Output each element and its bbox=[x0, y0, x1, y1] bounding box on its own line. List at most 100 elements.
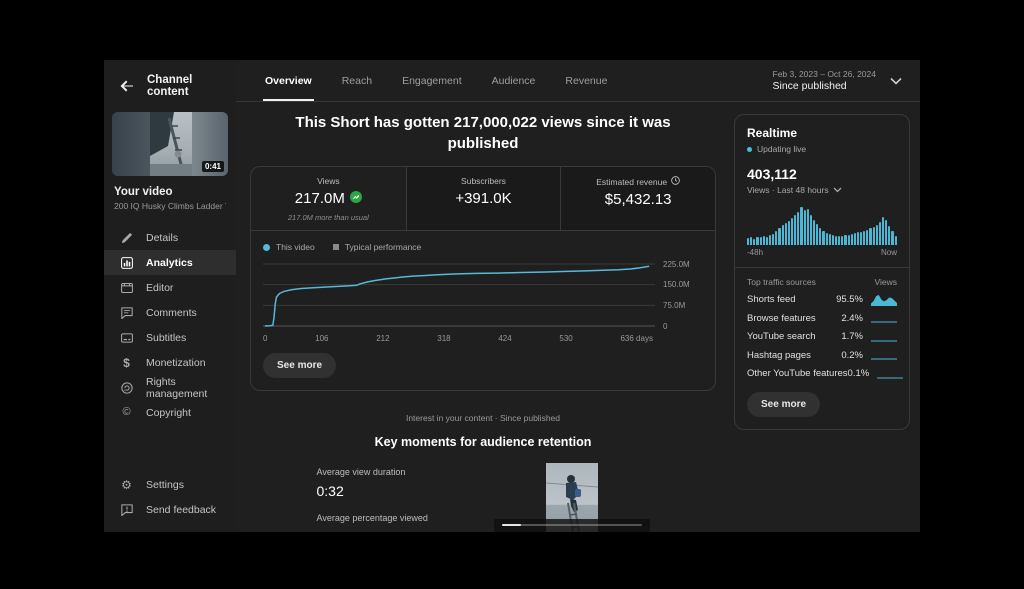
realtime-bar bbox=[819, 228, 822, 245]
retention-section: Average view duration 0:32 Average perce… bbox=[250, 463, 716, 532]
realtime-bar bbox=[812, 219, 816, 245]
traffic-row-browse-features[interactable]: Browse features 2.4% bbox=[747, 312, 897, 324]
see-more-button[interactable]: See more bbox=[263, 353, 337, 378]
video-thumbnail[interactable]: 0:41 bbox=[112, 112, 228, 176]
traffic-row-shorts-feed[interactable]: Shorts feed 95.5% bbox=[747, 294, 897, 306]
overview-column: This Short has gotten 217,000,022 views … bbox=[250, 102, 716, 532]
sidebar-item-comments[interactable]: Comments bbox=[104, 300, 236, 325]
sidebar-item-send-feedback[interactable]: Send feedback bbox=[104, 497, 236, 522]
realtime-bar bbox=[863, 230, 866, 245]
realtime-bar bbox=[885, 219, 888, 245]
date-range-selector[interactable]: Feb 3, 2023 – Oct 26, 2024 Since publish… bbox=[773, 60, 909, 101]
realtime-bar bbox=[762, 235, 765, 245]
axis-right-label: Now bbox=[880, 248, 897, 257]
subtitles-icon bbox=[120, 331, 133, 344]
traffic-row-youtube-search[interactable]: YouTube search 1.7% bbox=[747, 331, 897, 343]
realtime-bar bbox=[747, 238, 750, 245]
player-progress-bar[interactable] bbox=[501, 524, 642, 526]
sidebar-item-analytics[interactable]: Analytics bbox=[104, 250, 236, 275]
retention-stats: Average view duration 0:32 Average perce… bbox=[317, 463, 482, 532]
tab-reach[interactable]: Reach bbox=[341, 74, 373, 87]
traffic-sparkline bbox=[871, 331, 897, 343]
retention-title: Key moments for audience retention bbox=[374, 435, 592, 449]
x-axis-label: 424 bbox=[498, 334, 512, 343]
realtime-bar bbox=[831, 235, 834, 245]
realtime-range-selector[interactable]: Views · Last 48 hours bbox=[747, 185, 897, 195]
player-controls: 0:00 / 0:41 ⚙ bbox=[493, 519, 650, 532]
avg-view-duration-value: 0:32 bbox=[316, 483, 344, 499]
sidebar-item-rights-management[interactable]: Rights management bbox=[104, 375, 236, 400]
avg-percentage-value: 79.8% bbox=[317, 529, 482, 532]
chart-x-axis: 0 106 212 318 424 530 636 days bbox=[263, 334, 653, 343]
traffic-row-hashtag-pages[interactable]: Hashtag pages 0.2% bbox=[747, 349, 897, 361]
stat-subtext: 217.0M more than usual bbox=[287, 213, 369, 222]
traffic-table: Shorts feed 95.5% Browse features 2.4% YouTu… bbox=[747, 294, 904, 380]
x-axis-label: 636 days bbox=[620, 334, 653, 343]
copyright-icon: © bbox=[122, 406, 131, 418]
legend-label: This video bbox=[276, 242, 315, 252]
headline: This Short has gotten 217,000,022 views … bbox=[295, 114, 671, 152]
sidebar-item-settings[interactable]: ⚙ Settings bbox=[104, 472, 236, 497]
legend-this-video[interactable]: This video bbox=[263, 242, 315, 252]
realtime-bar bbox=[816, 224, 819, 245]
sidebar-item-monetization[interactable]: $ Monetization bbox=[104, 350, 236, 375]
realtime-card: Realtime Updating live 403,112 Views · L… bbox=[734, 114, 910, 430]
legend-label: Typical performance bbox=[344, 242, 422, 252]
tabs: Overview Reach Engagement Audience Revenue bbox=[250, 60, 622, 101]
realtime-bar bbox=[784, 222, 787, 245]
legend-typical-performance[interactable]: Typical performance bbox=[332, 242, 422, 252]
sidebar-menu: Details Analytics Editor Comments Subtitles $… bbox=[104, 225, 236, 425]
stat-card-views[interactable]: Views 217.0M 217.0M more than usual bbox=[251, 167, 406, 230]
trend-up-icon bbox=[349, 190, 362, 207]
y-axis-label: 225.0M bbox=[663, 259, 690, 269]
sidebar-item-subtitles[interactable]: Subtitles bbox=[104, 325, 236, 350]
youtube-studio-window: Channel content bbox=[104, 60, 920, 532]
realtime-axis: -48h Now bbox=[747, 248, 897, 257]
content-area: This Short has gotten 217,000,022 views … bbox=[236, 102, 920, 532]
realtime-bar bbox=[803, 210, 806, 245]
realtime-title: Realtime bbox=[747, 126, 798, 140]
realtime-bar bbox=[882, 216, 885, 245]
video-title: 200 IQ Husky Climbs Ladder To Boa... bbox=[114, 201, 226, 211]
realtime-bar bbox=[866, 229, 869, 245]
updating-live-label: Updating live bbox=[757, 144, 807, 154]
sidebar-item-label: Copyright bbox=[146, 406, 191, 419]
traffic-source-label: Browse features bbox=[747, 312, 816, 324]
video-player[interactable]: 0:00 / 0:41 ⚙ bbox=[493, 463, 650, 532]
axis-left-label: -48h bbox=[747, 248, 764, 257]
tab-engagement[interactable]: Engagement bbox=[402, 74, 462, 87]
views-header: Views bbox=[874, 277, 897, 287]
realtime-see-more-button[interactable]: See more bbox=[747, 391, 821, 417]
traffic-row-other-youtube-features[interactable]: Other YouTube features 0.1% bbox=[747, 368, 904, 380]
x-axis-label: 530 bbox=[559, 334, 573, 343]
realtime-bar bbox=[822, 230, 825, 245]
traffic-sources-header: Top traffic sources bbox=[747, 277, 816, 287]
stat-card-subscribers[interactable]: Subscribers +391.0K bbox=[405, 167, 561, 230]
traffic-source-label: Hashtag pages bbox=[747, 349, 811, 361]
chevron-down-icon bbox=[890, 72, 902, 90]
sidebar-item-copyright[interactable]: © Copyright bbox=[104, 400, 236, 425]
realtime-bar-chart bbox=[747, 207, 897, 245]
realtime-bar bbox=[834, 235, 838, 245]
traffic-source-value: 2.4% bbox=[841, 312, 863, 324]
sidebar-item-details[interactable]: Details bbox=[104, 225, 236, 250]
sidebar-item-editor[interactable]: Editor bbox=[104, 275, 236, 300]
realtime-bar bbox=[797, 212, 800, 245]
y-axis-label: 75.0M bbox=[663, 300, 686, 310]
back-arrow-icon[interactable] bbox=[119, 78, 135, 94]
views-chart-card: Views 217.0M 217.0M more than usual Subscri… bbox=[250, 166, 716, 391]
stat-card-estimated-revenue[interactable]: Estimated revenue $5,432.13 bbox=[560, 167, 715, 230]
tab-revenue[interactable]: Revenue bbox=[565, 74, 608, 87]
stat-label: Estimated revenue bbox=[565, 176, 711, 187]
sidebar: Channel content bbox=[104, 60, 236, 532]
realtime-bar bbox=[841, 235, 844, 245]
sidebar-item-label: Rights management bbox=[146, 375, 208, 400]
tab-audience[interactable]: Audience bbox=[491, 74, 536, 87]
realtime-bar bbox=[775, 231, 778, 245]
pencil-icon bbox=[120, 231, 133, 244]
traffic-sparkline bbox=[877, 368, 904, 380]
tab-overview[interactable]: Overview bbox=[250, 60, 327, 101]
realtime-bar bbox=[750, 237, 753, 245]
feedback-icon bbox=[120, 503, 133, 516]
divider bbox=[735, 267, 909, 268]
